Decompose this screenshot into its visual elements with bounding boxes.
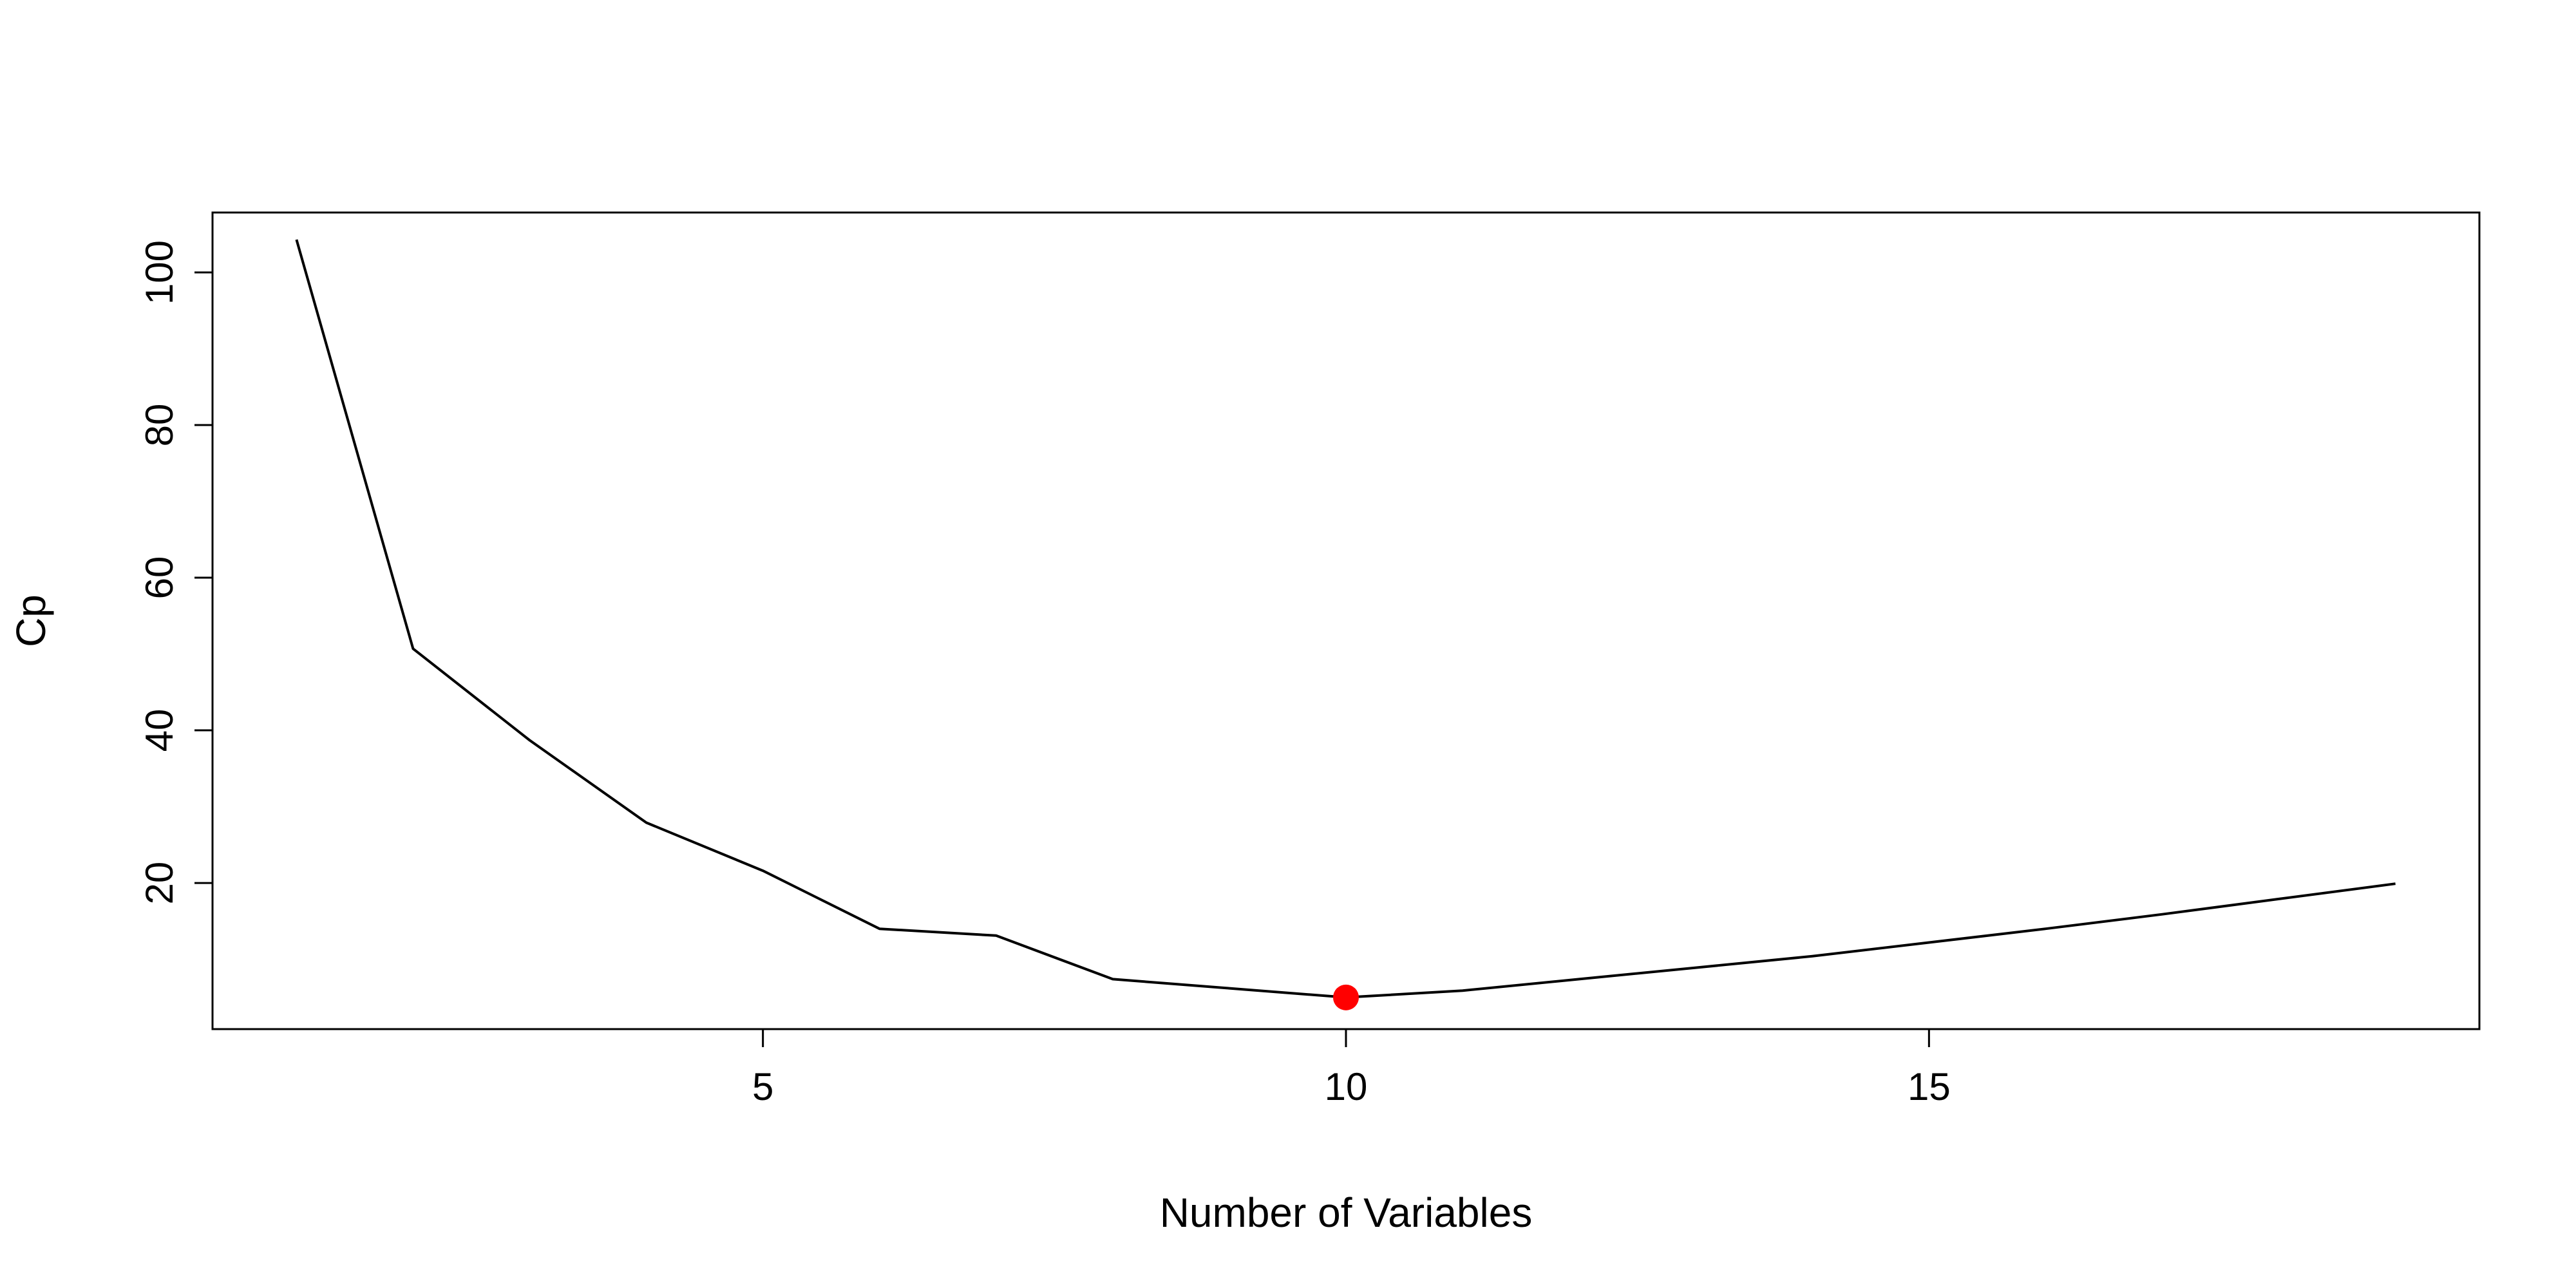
- min-cp-point: [1333, 984, 1359, 1010]
- y-tick-label: 80: [138, 404, 181, 447]
- cp-series-line: [295, 239, 2396, 999]
- x-tick-label: 10: [1325, 1065, 1368, 1108]
- y-tick-label: 20: [138, 862, 181, 905]
- x-tick-label: 5: [752, 1065, 773, 1108]
- y-tick-label: 100: [138, 240, 181, 305]
- x-axis-title: Number of Variables: [1160, 1189, 1533, 1236]
- y-axis: 20 40 60 80 100: [138, 240, 214, 905]
- y-tick-label: 40: [138, 709, 181, 752]
- y-axis-title: Cp: [8, 594, 54, 647]
- x-axis: 5 10 15: [752, 1028, 1951, 1108]
- y-tick-label: 60: [138, 556, 181, 600]
- plot-frame: [211, 211, 2481, 1030]
- x-tick-label: 15: [1908, 1065, 1951, 1108]
